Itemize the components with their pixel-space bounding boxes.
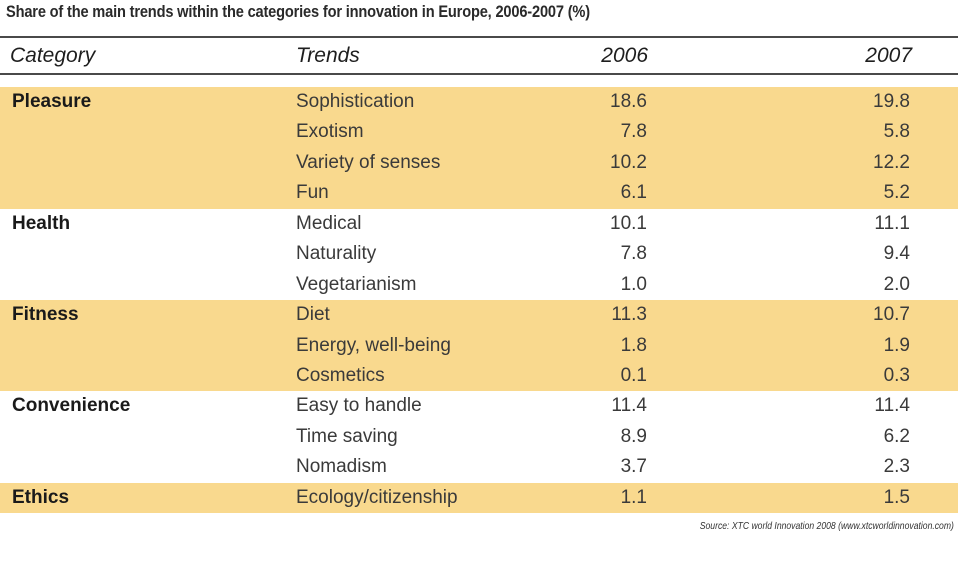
table-row: Pleasure Sophistication 18.6 19.8 xyxy=(0,87,958,118)
trend-cell: Medical xyxy=(296,212,362,234)
top-rule xyxy=(0,36,958,38)
value-2006-cell: 8.9 xyxy=(620,425,647,447)
value-2006-cell: 6.1 xyxy=(620,182,647,204)
trend-cell: Exotism xyxy=(296,121,364,143)
table-row: Convenience Easy to handle 11.4 11.4 xyxy=(0,391,958,421)
table-row: Ethics Ecology/citizenship 1.1 1.5 xyxy=(0,482,958,514)
header-2007: 2007 xyxy=(865,44,912,67)
table-row: Health Medical 10.1 11.1 xyxy=(0,209,958,239)
header-trends: Trends xyxy=(296,44,360,67)
trend-cell: Ecology/citizenship xyxy=(296,486,458,508)
trend-cell: Variety of senses xyxy=(296,151,441,173)
value-2006-cell: 7.8 xyxy=(620,121,647,143)
header-2006: 2006 xyxy=(601,44,648,67)
trend-cell: Easy to handle xyxy=(296,395,422,417)
category-cell: Pleasure xyxy=(12,91,92,112)
value-2006-cell: 10.1 xyxy=(610,212,647,234)
value-2006-cell: 3.7 xyxy=(620,456,647,478)
value-2007-cell: 11.1 xyxy=(874,212,910,234)
trend-cell: Fun xyxy=(296,182,329,204)
table-row: Fun 6.1 5.2 xyxy=(0,178,958,209)
source-note: Source: XTC world Innovation 2008 (www.x… xyxy=(699,520,954,532)
trend-cell: Cosmetics xyxy=(296,364,385,386)
trend-cell: Sophistication xyxy=(296,91,415,112)
value-2006-cell: 7.8 xyxy=(620,243,647,265)
value-2007-cell: 10.7 xyxy=(873,304,910,326)
trend-cell: Nomadism xyxy=(296,456,387,478)
value-2006-cell: 1.8 xyxy=(620,334,647,356)
chart-title: Share of the main trends within the cate… xyxy=(6,2,590,21)
table-row: Fitness Diet 11.3 10.7 xyxy=(0,300,958,331)
header-rule xyxy=(0,73,958,75)
value-2007-cell: 9.4 xyxy=(883,243,910,265)
header-category: Category xyxy=(10,44,96,67)
value-2006-cell: 11.3 xyxy=(611,304,647,326)
value-2006-cell: 18.6 xyxy=(610,91,647,112)
table-row: Cosmetics 0.1 0.3 xyxy=(0,360,958,392)
value-2007-cell: 5.2 xyxy=(883,182,910,204)
category-cell: Convenience xyxy=(12,395,131,417)
value-2007-cell: 1.9 xyxy=(883,334,910,356)
trend-cell: Diet xyxy=(296,304,330,326)
value-2007-cell: 1.5 xyxy=(883,486,910,508)
value-2006-cell: 1.1 xyxy=(620,486,647,508)
trend-cell: Vegetarianism xyxy=(296,273,417,295)
value-2006-cell: 11.4 xyxy=(611,395,647,417)
value-2007-cell: 2.0 xyxy=(883,273,910,295)
value-2007-cell: 5.8 xyxy=(883,121,910,143)
trend-cell: Time saving xyxy=(296,425,398,447)
value-2007-cell: 12.2 xyxy=(873,151,910,173)
category-cell: Fitness xyxy=(12,304,79,326)
value-2007-cell: 19.8 xyxy=(873,91,910,112)
table-row: Variety of senses 10.2 12.2 xyxy=(0,147,958,179)
value-2006-cell: 10.2 xyxy=(610,151,647,173)
category-cell: Ethics xyxy=(12,486,70,508)
category-cell: Health xyxy=(12,212,71,234)
table-row: Nomadism 3.7 2.3 xyxy=(0,452,958,482)
value-2006-cell: 0.1 xyxy=(620,364,647,386)
trend-cell: Energy, well-being xyxy=(296,334,451,356)
trend-cell: Naturality xyxy=(296,243,377,265)
value-2006-cell: 1.0 xyxy=(620,273,647,295)
table-row: Vegetarianism 1.0 2.0 xyxy=(0,270,958,300)
value-2007-cell: 6.2 xyxy=(883,425,910,447)
data-table: Pleasure Sophistication 18.6 19.8 Exotism 7.8… xyxy=(0,87,958,514)
value-2007-cell: 11.4 xyxy=(874,395,910,417)
table-row: Time saving 8.9 6.2 xyxy=(0,422,958,452)
value-2007-cell: 0.3 xyxy=(883,364,910,386)
table-row: Energy, well-being 1.8 1.9 xyxy=(0,330,958,361)
table-row: Naturality 7.8 9.4 xyxy=(0,239,958,269)
table-row: Exotism 7.8 5.8 xyxy=(0,117,958,148)
value-2007-cell: 2.3 xyxy=(883,456,910,478)
